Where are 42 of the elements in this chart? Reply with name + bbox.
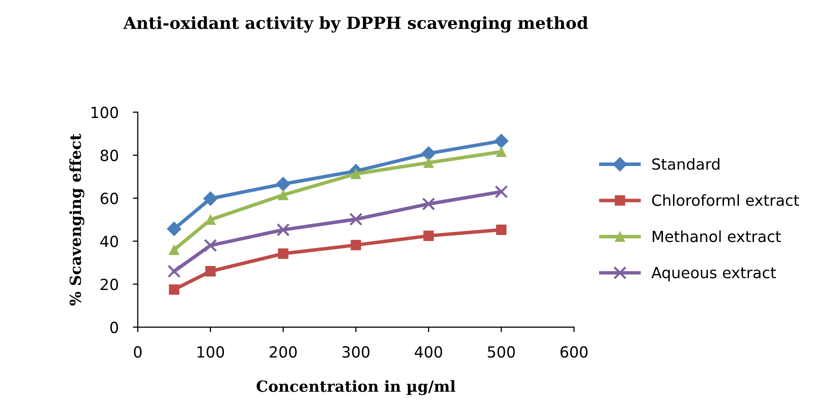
legend-label: Methanol extract — [652, 230, 781, 242]
point — [278, 190, 288, 200]
x-tick-label: 500 — [488, 346, 515, 358]
point — [203, 191, 218, 206]
y-tick-label: 0 — [110, 322, 118, 334]
point — [496, 146, 507, 157]
chart-title: Anti-oxidant activity by DPPH scavenging method — [123, 16, 588, 33]
point — [168, 264, 181, 278]
point — [422, 197, 436, 211]
point — [494, 185, 508, 198]
point — [494, 134, 509, 148]
point — [496, 224, 507, 235]
point — [278, 248, 288, 259]
point — [423, 230, 434, 242]
point — [205, 214, 216, 225]
point — [421, 146, 436, 161]
x-tick-label: 400 — [414, 346, 442, 358]
x-tick-label: 0 — [134, 346, 142, 358]
x-tick-label: 200 — [270, 346, 297, 358]
point — [350, 240, 362, 250]
y-tick-label: 60 — [100, 192, 118, 204]
y-tick-label: 80 — [100, 150, 118, 162]
point — [349, 212, 362, 226]
y-tick-label: 100 — [92, 106, 118, 118]
legend-label: Chloroforml extract — [652, 194, 800, 206]
point — [166, 222, 182, 236]
x-tick-label: 300 — [342, 346, 370, 358]
point — [205, 266, 216, 276]
legend-label: Standard — [652, 158, 720, 170]
x-tick-label: 100 — [198, 346, 224, 358]
y-tick-label: 20 — [100, 278, 118, 290]
y-tick-label: 40 — [100, 236, 118, 248]
x-axis-title: Concentration in µg/ml — [256, 380, 456, 396]
y-axis-title: % Scavenging effect — [69, 134, 84, 306]
x-tick-label: 600 — [560, 346, 588, 358]
point — [168, 284, 180, 295]
point — [276, 223, 290, 236]
legend-label: Aqueous extract — [651, 267, 776, 282]
point — [423, 158, 434, 168]
point — [204, 238, 218, 252]
point — [276, 176, 290, 192]
point — [168, 244, 180, 255]
